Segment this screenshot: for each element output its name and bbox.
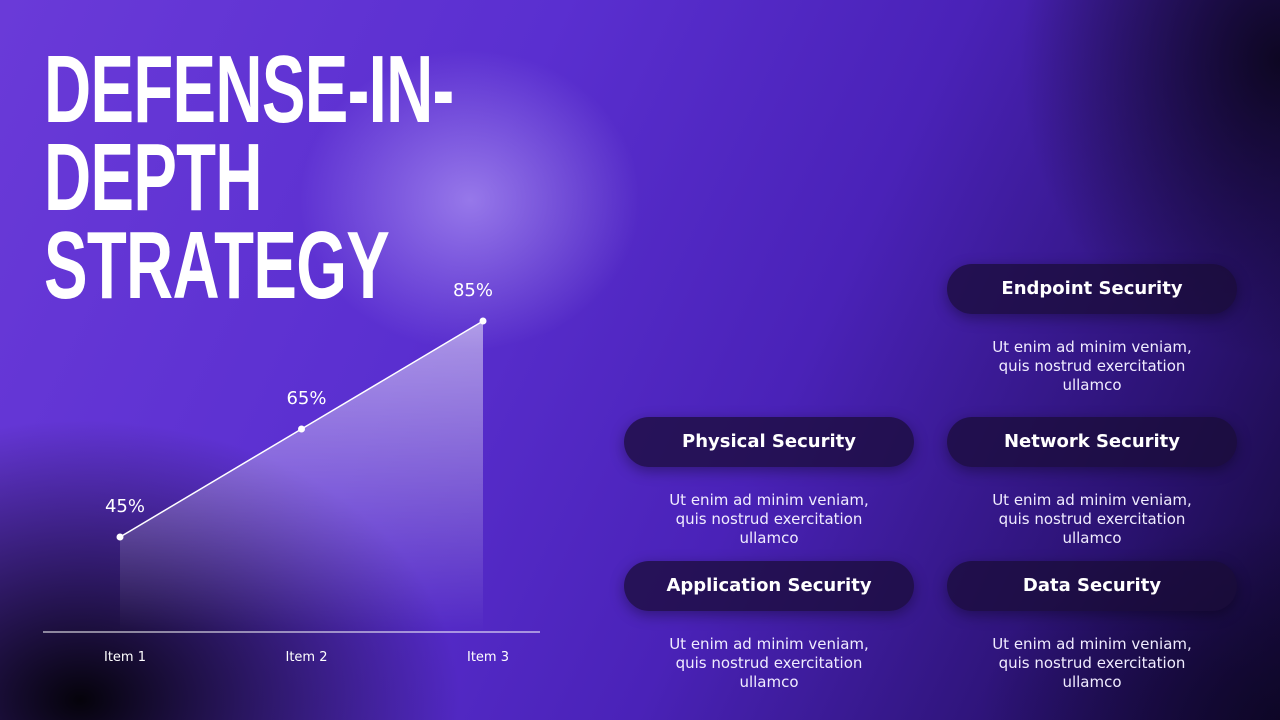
- card-text: Ut enim ad minim veniam, quis nostrud ex…: [992, 491, 1192, 547]
- card-text: Ut enim ad minim veniam, quis nostrud ex…: [992, 635, 1192, 691]
- card: Endpoint Security Ut enim ad minim veniam…: [947, 264, 1237, 395]
- card-title: Network Security: [947, 417, 1237, 467]
- card: Network Security Ut enim ad minim veniam,…: [947, 417, 1237, 548]
- card-text: Ut enim ad minim veniam, quis nostrud ex…: [992, 338, 1192, 394]
- card-title: Application Security: [624, 561, 914, 611]
- x-tick-label: Item 2: [286, 650, 328, 665]
- point: [298, 425, 305, 433]
- slide-title: DEFENSE-IN-DEPTH STRATEGY: [44, 36, 454, 319]
- x-tick-label: Item 3: [467, 650, 509, 665]
- card-title: Physical Security: [624, 417, 914, 467]
- card-text: Ut enim ad minim veniam, quis nostrud ex…: [669, 635, 869, 691]
- card: Application Security Ut enim ad minim ven…: [624, 561, 914, 692]
- card-title: Endpoint Security: [947, 264, 1237, 314]
- value-label: 45%: [105, 496, 145, 517]
- point: [479, 317, 487, 325]
- value-label: 85%: [453, 280, 493, 301]
- point: [116, 533, 124, 541]
- x-tick-label: Item 1: [104, 650, 146, 665]
- area-fill: [120, 321, 483, 632]
- card-text: Ut enim ad minim veniam, quis nostrud ex…: [669, 491, 869, 547]
- card-title: Data Security: [947, 561, 1237, 611]
- card: Physical Security Ut enim ad minim veniam…: [624, 417, 914, 548]
- value-label: 65%: [286, 388, 326, 409]
- card: Data Security Ut enim ad minim veniam, qu…: [947, 561, 1237, 692]
